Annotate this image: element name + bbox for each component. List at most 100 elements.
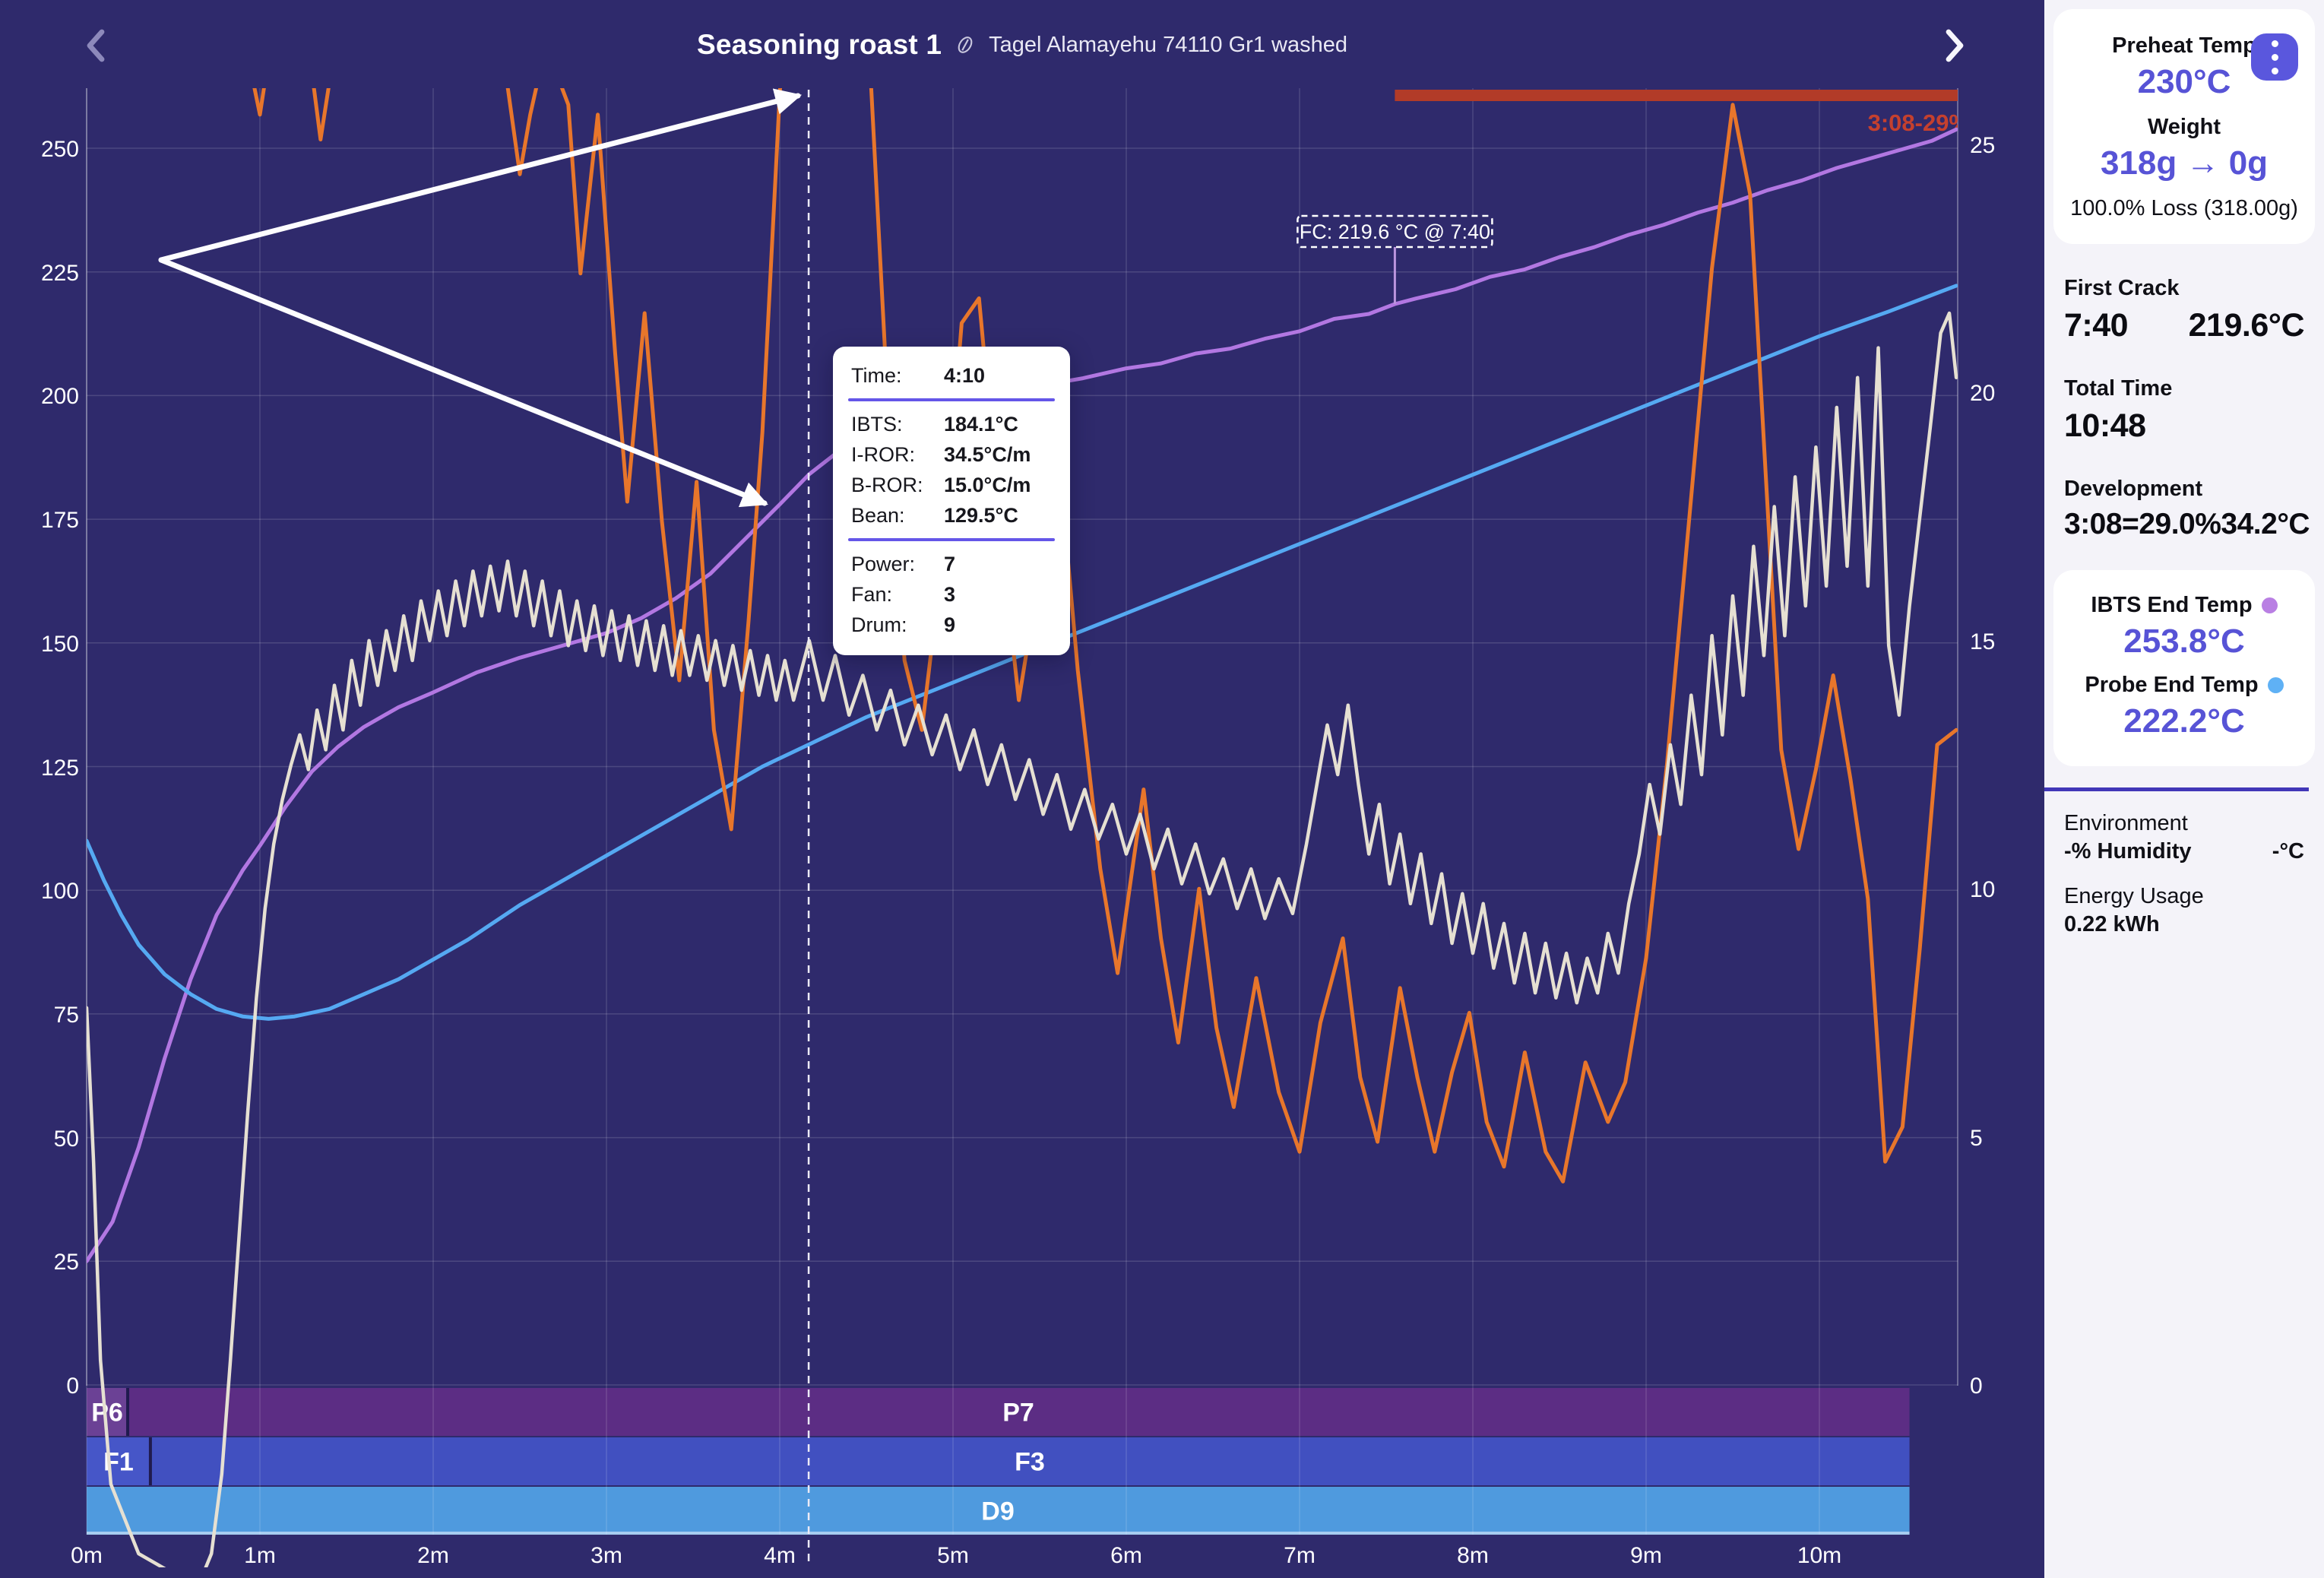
weight-value: 318g → 0g: [2100, 144, 2269, 182]
preheat-label: Preheat Temp: [2112, 33, 2256, 58]
roast-settings-card: Preheat Temp 230°C Weight 318g → 0g 100.…: [2053, 9, 2315, 244]
development-bar: [1395, 90, 1958, 101]
probe-end-value: 222.2°C: [2123, 702, 2245, 740]
tooltip-row: Time: 4:10: [851, 364, 986, 387]
temp-axis-label: 75: [54, 1003, 79, 1028]
first-crack-label: First Crack: [2064, 276, 2180, 300]
tooltip-divider: [848, 398, 1055, 401]
temp-axis-label: 125: [41, 756, 79, 781]
time-axis-label: 6m: [1110, 1543, 1142, 1568]
ibts-end-value: 253.8°C: [2123, 623, 2245, 660]
time-axis-label: 4m: [764, 1543, 796, 1568]
previous-roast-button[interactable]: [76, 26, 116, 65]
kebab-menu-button[interactable]: [2251, 33, 2298, 81]
ibts-series-dot: [2261, 597, 2278, 613]
tooltip-row: I-ROR: 34.5°C/m: [851, 443, 1031, 466]
first-crack-marker-label: FC: 219.6 °C @ 7:40: [1300, 220, 1490, 243]
ror-axis-label: 0: [1970, 1374, 1983, 1399]
preheat-value: 230°C: [2137, 63, 2231, 100]
phase-label-D9: D9: [981, 1497, 1014, 1526]
end-temps-card: IBTS End Temp 253.8°C Probe End Temp 222…: [2053, 570, 2315, 766]
development-bar-label: 3:08-29%: [1868, 109, 1970, 136]
first-crack-marker[interactable]: [1297, 214, 1493, 249]
energy-block: Energy Usage 0.22 kWh: [2044, 884, 2324, 937]
series-probe-temp: [87, 284, 1958, 1021]
temp-axis-label: 200: [41, 384, 79, 409]
temp-axis-label: 175: [41, 508, 79, 533]
annotation-arrow: [158, 88, 803, 508]
temp-axis-label: 0: [66, 1374, 79, 1399]
phase-label-F3: F3: [1015, 1448, 1045, 1477]
phase-bar-fan-F3[interactable]: [150, 1437, 1910, 1485]
humidity-value: -% Humidity: [2064, 839, 2192, 863]
probe-end-label: Probe End Temp: [2085, 673, 2259, 697]
weight-label: Weight: [2147, 115, 2221, 139]
ambient-temp-value: -°C: [2272, 839, 2304, 863]
kebab-dot-icon: [2271, 67, 2278, 74]
temp-axis-label: 225: [41, 261, 79, 286]
tooltip-row: Power: 7: [851, 553, 956, 575]
temp-axis-label: 100: [41, 879, 79, 904]
next-roast-button[interactable]: [1935, 26, 1974, 65]
total-time-stat: Total Time 10:48: [2044, 376, 2324, 445]
ror-axis-label: 15: [1970, 629, 1995, 654]
roast-summary-sidebar: Preheat Temp 230°C Weight 318g → 0g 100.…: [2044, 0, 2324, 1578]
total-time-label: Total Time: [2064, 376, 2173, 401]
development-label: Development: [2064, 477, 2203, 501]
tooltip-row: Fan: 3: [851, 583, 956, 606]
total-time-value: 10:48: [2064, 407, 2146, 444]
time-axis-label: 8m: [1457, 1543, 1489, 1568]
ror-axis-label: 25: [1970, 133, 1995, 158]
environment-block: Environment -% Humidity -°C: [2044, 811, 2324, 864]
time-axis-label: 1m: [244, 1543, 276, 1568]
phase-bar-power-P7[interactable]: [128, 1388, 1910, 1436]
series-bean-ror: [87, 311, 1958, 1567]
time-axis-label: 10m: [1797, 1543, 1841, 1568]
development-stat: Development 3:08=29.0%34.2°C: [2044, 477, 2324, 541]
time-axis-label: 9m: [1630, 1543, 1662, 1568]
energy-value: 0.22 kWh: [2064, 912, 2160, 936]
ror-axis-label: 5: [1970, 1126, 1983, 1151]
first-crack-time: 7:40: [2064, 307, 2129, 344]
environment-label: Environment: [2064, 811, 2188, 835]
time-axis-label: 3m: [590, 1543, 622, 1568]
ror-axis-label: 10: [1970, 877, 1995, 902]
tooltip-row: B-ROR: 15.0°C/m: [851, 474, 1031, 496]
phase-label-P7: P7: [1002, 1399, 1034, 1427]
time-axis-label: 0m: [71, 1543, 103, 1568]
ibts-end-label: IBTS End Temp: [2091, 593, 2253, 617]
ror-axis-label: 20: [1970, 381, 1995, 406]
tooltip-divider: [848, 538, 1055, 541]
bean-icon: [954, 33, 977, 56]
tooltip-row: Bean: 129.5°C: [851, 504, 1018, 527]
first-crack-stat: First Crack 7:40 219.6°C: [2044, 276, 2324, 344]
roast-title: Seasoning roast 1: [697, 29, 942, 60]
weight-loss: 100.0% Loss (318.00g): [2070, 196, 2298, 220]
phase-segment-divider: [126, 1388, 130, 1436]
temp-axis-label: 250: [41, 137, 79, 162]
tooltip-row: IBTS: 184.1°C: [851, 413, 1018, 436]
time-axis-label: 7m: [1284, 1543, 1316, 1568]
tooltip-row: Drum: 9: [851, 613, 956, 636]
temp-axis-label: 50: [54, 1126, 79, 1152]
bean-name: Tagel Alamayehu 74110 Gr1 washed: [989, 32, 1347, 57]
time-axis-label: 2m: [417, 1543, 449, 1568]
kebab-dot-icon: [2271, 40, 2278, 47]
roast-chart-panel: Seasoning roast 1 Tagel Alamayehu 74110 …: [0, 0, 2044, 1578]
energy-label: Energy Usage: [2064, 884, 2204, 908]
sidebar-divider: [2044, 787, 2309, 791]
development-value: 3:08=29.0%34.2°C: [2064, 508, 2310, 540]
kebab-dot-icon: [2271, 53, 2278, 61]
series-ibts-ror: [252, 88, 1958, 1184]
probe-series-dot: [2267, 677, 2284, 693]
first-crack-temp: 219.6°C: [2188, 307, 2305, 344]
chart-header: Seasoning roast 1 Tagel Alamayehu 74110 …: [0, 0, 2044, 90]
drum-bar-underline: [87, 1532, 1910, 1535]
temp-axis-label: 150: [41, 632, 79, 657]
temp-axis-label: 25: [54, 1250, 79, 1275]
phase-bar-fan-F1[interactable]: [87, 1437, 150, 1485]
phase-segment-divider: [148, 1437, 152, 1485]
phase-bar-drum-D9[interactable]: [87, 1487, 1910, 1535]
